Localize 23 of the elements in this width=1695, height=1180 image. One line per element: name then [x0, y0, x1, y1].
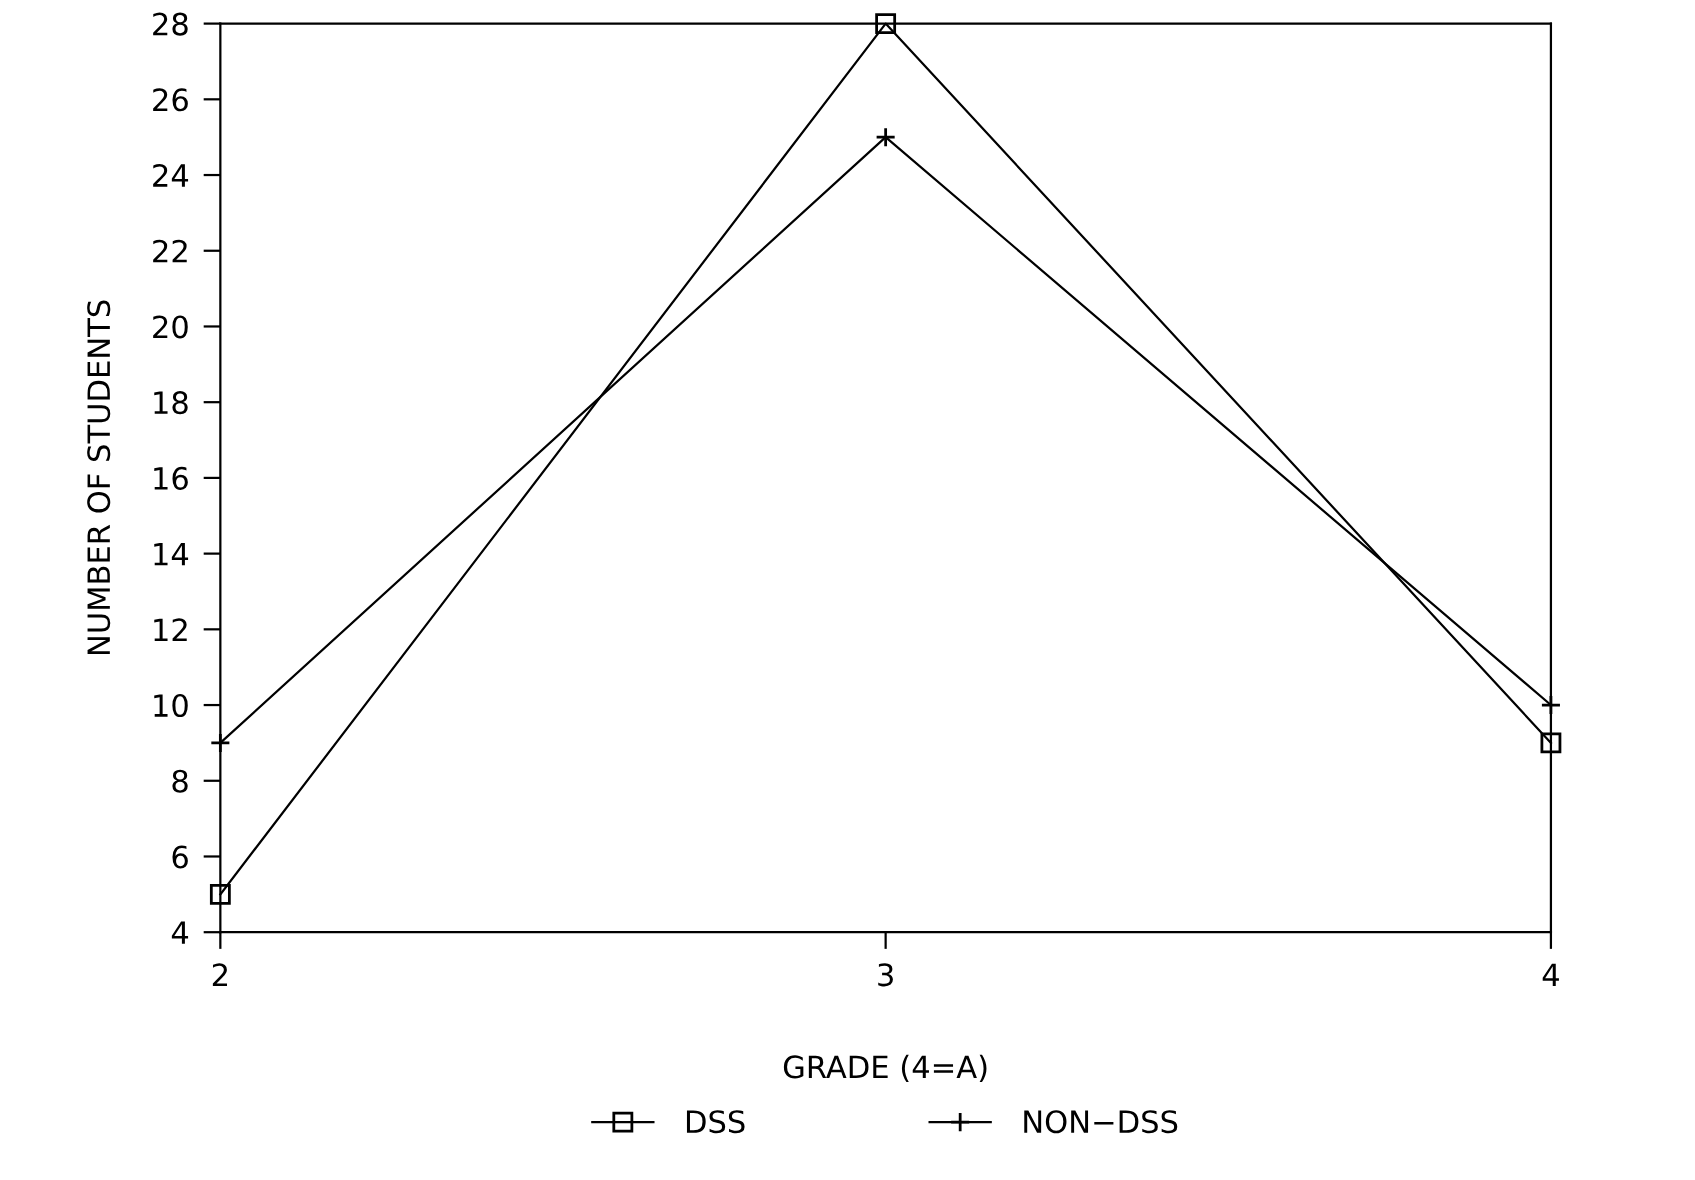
y-tick-label: 16: [154, 466, 188, 490]
y-tick-label: 18: [154, 391, 188, 415]
x-tick-label: 3: [878, 963, 893, 987]
y-tick-label: 8: [172, 769, 188, 793]
legend-label: DSS: [686, 1110, 745, 1134]
y-tick-label: 10: [154, 693, 188, 718]
legend-label: NON−DSS: [1024, 1110, 1178, 1134]
y-tick-label: 22: [153, 239, 187, 263]
x-axis-title: GRADE (4=A): [783, 1054, 987, 1083]
y-tick-label: 14: [154, 542, 189, 566]
y-tick-label: 26: [153, 88, 188, 112]
y-tick-label: 6: [172, 845, 188, 869]
y-tick-label: 12: [154, 618, 187, 641]
y-tick-label: 28: [153, 12, 188, 36]
point: [1540, 732, 1562, 754]
point: [209, 883, 231, 905]
x-tick-label: 2: [212, 963, 228, 986]
y-tick-label: 20: [153, 315, 188, 339]
point: [875, 13, 897, 35]
y-tick-label: 24: [153, 163, 189, 187]
y-axis-title: NUMBER OF STUDENTS: [87, 300, 111, 655]
y-tick-label: 4: [171, 921, 189, 944]
x-tick-label: 4: [1542, 963, 1559, 986]
